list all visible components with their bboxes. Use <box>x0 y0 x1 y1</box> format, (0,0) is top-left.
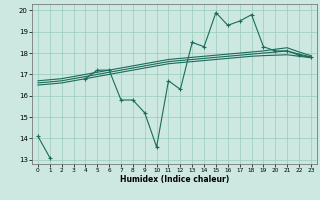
X-axis label: Humidex (Indice chaleur): Humidex (Indice chaleur) <box>120 175 229 184</box>
